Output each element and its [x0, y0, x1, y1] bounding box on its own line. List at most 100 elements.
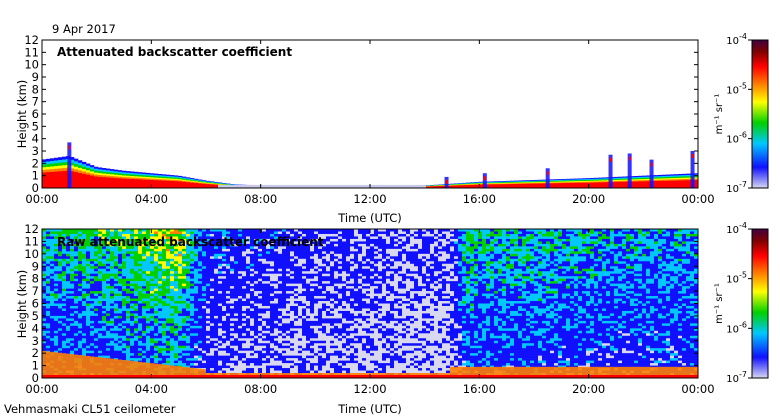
- heatmap-cell: [42, 243, 47, 247]
- heatmap-cell: [218, 246, 223, 250]
- heatmap-cell: [114, 315, 119, 319]
- heatmap-cell: [134, 338, 139, 342]
- heatmap-cell: [442, 185, 447, 188]
- heatmap-cell: [146, 358, 151, 361]
- heatmap-cell: [270, 315, 275, 319]
- heatmap-cell: [138, 318, 143, 322]
- heatmap-cell: [142, 291, 147, 294]
- heatmap-cell: [170, 343, 175, 347]
- heatmap-cell: [178, 296, 183, 299]
- heatmap-cell: [194, 348, 199, 351]
- heatmap-cell: [78, 256, 83, 260]
- heatmap-cell: [290, 276, 295, 279]
- heatmap-cell: [182, 355, 187, 359]
- heatmap-cell: [170, 333, 175, 337]
- heatmap-cell: [162, 320, 167, 324]
- heatmap-cell: [222, 286, 227, 289]
- heatmap-cell: [290, 229, 295, 232]
- heatmap-cell: [222, 305, 227, 309]
- heatmap-cell: [474, 184, 479, 188]
- heatmap-cell: [286, 256, 291, 260]
- heatmap-cell: [194, 183, 199, 188]
- heatmap-cell: [270, 241, 275, 245]
- heatmap-cell: [182, 243, 187, 247]
- heatmap-cell: [94, 296, 99, 299]
- heatmap-cell: [258, 283, 263, 287]
- heatmap-cell: [46, 231, 51, 235]
- heatmap-cell: [154, 298, 159, 302]
- heatmap-cell: [178, 283, 183, 287]
- heatmap-cell: [278, 276, 283, 279]
- heatmap-cell: [58, 238, 63, 242]
- heatmap-cell: [66, 313, 71, 317]
- heatmap-cell: [282, 241, 287, 245]
- heatmap-cell: [238, 229, 243, 232]
- heatmap-cell: [254, 325, 259, 329]
- heatmap-cell: [186, 273, 191, 277]
- heatmap-cell: [206, 328, 211, 332]
- heatmap-cell: [146, 283, 151, 287]
- heatmap-cell: [166, 363, 171, 366]
- heatmap-cell: [254, 296, 259, 299]
- heatmap-cell: [266, 358, 271, 361]
- heatmap-cell: [118, 178, 123, 188]
- heatmap-cell: [242, 355, 247, 359]
- heatmap-cell: [82, 258, 87, 262]
- heatmap-cell: [190, 263, 195, 267]
- heatmap-cell: [114, 268, 119, 272]
- heatmap-cell: [206, 268, 211, 272]
- heatmap-cell: [250, 298, 255, 302]
- heatmap-cell: [198, 355, 203, 359]
- heatmap-cell: [118, 286, 123, 289]
- heatmap-cell: [198, 233, 203, 237]
- heatmap-cell: [146, 246, 151, 250]
- heatmap-cell: [250, 271, 255, 274]
- cloud-column: [545, 168, 550, 188]
- heatmap-cell: [98, 305, 103, 309]
- heatmap-cell: [98, 308, 103, 312]
- heatmap-cell: [86, 310, 91, 314]
- heatmap-cell: [246, 355, 251, 359]
- heatmap-cell: [174, 330, 179, 334]
- heatmap-cell: [194, 253, 199, 257]
- heatmap-cell: [62, 233, 67, 237]
- heatmap-cell: [202, 231, 207, 235]
- heatmap-cell: [218, 286, 223, 289]
- heatmap-cell: [70, 303, 75, 307]
- heatmap-cell: [114, 248, 119, 252]
- heatmap-cell: [270, 276, 275, 279]
- heatmap-cell: [246, 301, 251, 304]
- heatmap-cell: [214, 278, 219, 282]
- heatmap-cell: [250, 229, 255, 232]
- heatmap-cell: [218, 368, 223, 371]
- heatmap-cell: [214, 184, 219, 188]
- heatmap-cell: [86, 268, 91, 272]
- surface-layer-cell: [46, 375, 51, 378]
- heatmap-cell: [170, 266, 175, 270]
- heatmap-cell: [86, 261, 91, 265]
- heatmap-cell: [146, 310, 151, 314]
- heatmap-cell: [234, 253, 239, 257]
- heatmap-cell: [146, 345, 151, 349]
- heatmap-cell: [146, 308, 151, 312]
- heatmap-cell: [246, 323, 251, 327]
- heatmap-cell: [250, 258, 255, 262]
- heatmap-cell: [290, 271, 295, 274]
- heatmap-cell: [62, 243, 67, 247]
- heatmap-cell: [118, 353, 123, 356]
- heatmap-cell: [218, 320, 223, 324]
- heatmap-cell: [258, 310, 263, 314]
- heatmap-cell: [50, 320, 55, 324]
- heatmap-cell: [250, 283, 255, 287]
- heatmap-cell: [262, 276, 267, 279]
- heatmap-cell: [50, 328, 55, 332]
- heatmap-cell: [218, 261, 223, 265]
- heatmap-cell: [46, 345, 51, 349]
- heatmap-cell: [206, 355, 211, 359]
- heatmap-cell: [194, 296, 199, 299]
- heatmap-cell: [166, 343, 171, 347]
- heatmap-cell: [58, 301, 63, 304]
- heatmap-cell: [282, 251, 287, 255]
- heatmap-cell: [234, 236, 239, 240]
- cloud-column: [690, 151, 695, 188]
